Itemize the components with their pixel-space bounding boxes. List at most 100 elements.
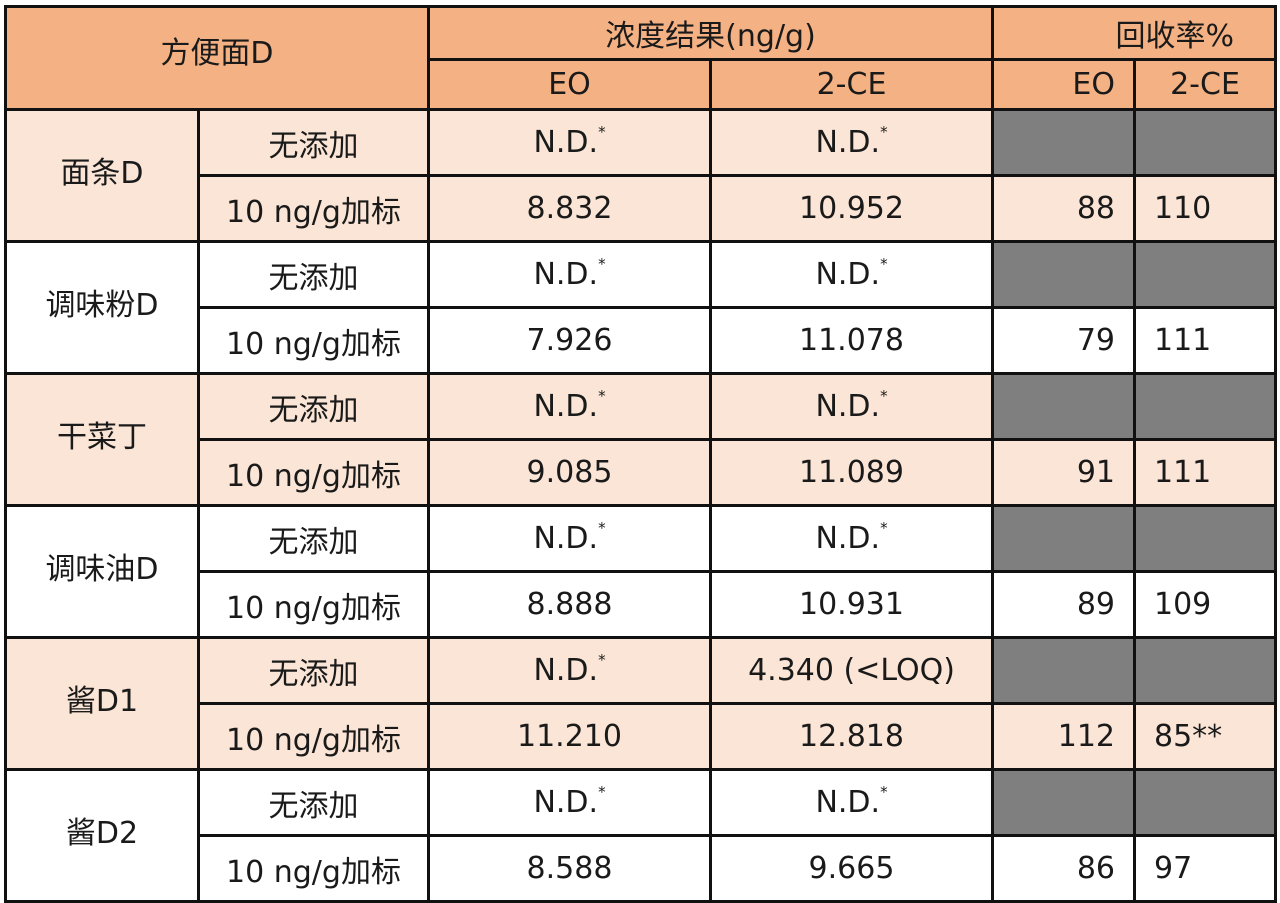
rec-eo-empty-cell <box>991 372 1136 441</box>
rec-eo-cell: 86 <box>991 834 1136 903</box>
conc-2ce-cell: 10.931 <box>709 570 994 639</box>
table-row: 10 ng/g加标 11.210 12.818 112 85** <box>6 702 1277 771</box>
rec-2ce-cell: 97 <box>1133 834 1277 903</box>
value-text: 4.340 (<LOQ) <box>748 653 955 688</box>
value-text: N.D. <box>533 125 599 160</box>
conc-2ce-cell: 4.340 (<LOQ) <box>709 636 994 705</box>
footnote-mark: * <box>880 519 888 537</box>
rec-eo-empty-cell <box>991 240 1136 309</box>
conc-eo-cell: N.D.* <box>427 240 712 309</box>
value-text: 11.089 <box>799 455 904 490</box>
value-text: N.D. <box>815 389 881 424</box>
condition-cell: 无添加 <box>197 504 430 573</box>
condition-cell: 无添加 <box>197 768 430 837</box>
sample-name: 干菜丁 <box>4 372 200 507</box>
rec-2ce-cell: 110 <box>1133 174 1277 243</box>
value-text: 9.085 <box>526 455 613 490</box>
value-text: N.D. <box>815 521 881 556</box>
results-table-body: 方便面D 浓度结果(ng/g) 回收率% EO 2-CE EO 2-CE 面条D… <box>4 5 1277 903</box>
table-row: 10 ng/g加标 8.888 10.931 89 109 <box>6 570 1277 639</box>
rec-2ce-empty-cell <box>1133 108 1277 177</box>
value-text: 11.210 <box>517 719 622 754</box>
sample-name: 调味粉D <box>4 240 200 375</box>
rec-eo-cell: 112 <box>991 702 1136 771</box>
header-row-top: 方便面D 浓度结果(ng/g) 回收率% <box>4 5 1277 111</box>
results-table: 方便面D 浓度结果(ng/g) 回收率% EO 2-CE EO 2-CE 面条D… <box>4 5 1277 903</box>
sample-name: 调味油D <box>4 504 200 639</box>
conc-eo-cell: N.D.* <box>427 372 712 441</box>
conc-2ce-cell: N.D.* <box>709 768 994 837</box>
conc-eo-header: EO <box>427 58 712 111</box>
value-text: N.D. <box>533 389 599 424</box>
footnote-mark: * <box>880 783 888 801</box>
conc-2ce-cell: 9.665 <box>709 834 994 903</box>
table-row: 10 ng/g加标 9.085 11.089 91 111 <box>6 438 1277 507</box>
conc-2ce-cell: 12.818 <box>709 702 994 771</box>
conc-eo-cell: N.D.* <box>427 504 712 573</box>
rec-2ce-empty-cell <box>1133 240 1277 309</box>
conc-2ce-cell: N.D.* <box>709 504 994 573</box>
rec-2ce-header: 2-CE <box>1133 58 1277 111</box>
product-header: 方便面D <box>4 5 430 111</box>
conc-eo-cell: 8.588 <box>427 834 712 903</box>
value-text: N.D. <box>815 785 881 820</box>
value-text: N.D. <box>533 521 599 556</box>
conc-eo-cell: N.D.* <box>427 108 712 177</box>
conc-eo-cell: N.D.* <box>427 636 712 705</box>
sample-name: 酱D1 <box>4 636 200 771</box>
table-row: 酱D1 无添加 N.D.* 4.340 (<LOQ) <box>4 636 1277 771</box>
concentration-header: 浓度结果(ng/g) <box>427 5 994 61</box>
conc-eo-cell: 8.888 <box>427 570 712 639</box>
condition-cell: 无添加 <box>197 372 430 441</box>
rec-2ce-empty-cell <box>1133 768 1277 837</box>
rec-eo-cell: 79 <box>991 306 1136 375</box>
conc-eo-cell: 7.926 <box>427 306 712 375</box>
value-text: 10.931 <box>799 587 904 622</box>
rec-2ce-cell: 85** <box>1133 702 1277 771</box>
conc-2ce-header: 2-CE <box>709 58 994 111</box>
rec-2ce-empty-cell <box>1133 504 1277 573</box>
footnote-mark: * <box>598 519 606 537</box>
value-text: 12.818 <box>799 719 904 754</box>
sample-name: 面条D <box>4 108 200 243</box>
rec-eo-empty-cell <box>991 768 1136 837</box>
condition-cell: 10 ng/g加标 <box>197 570 430 639</box>
table-row: 酱D2 无添加 N.D.* N.D.* <box>4 768 1277 903</box>
value-text: N.D. <box>533 785 599 820</box>
value-text: 7.926 <box>526 323 613 358</box>
conc-2ce-cell: 11.089 <box>709 438 994 507</box>
recovery-header: 回收率% <box>991 5 1277 61</box>
conc-eo-cell: 9.085 <box>427 438 712 507</box>
conc-2ce-cell: N.D.* <box>709 240 994 309</box>
table-row: 干菜丁 无添加 N.D.* N.D.* <box>4 372 1277 507</box>
rec-eo-empty-cell <box>991 636 1136 705</box>
table-row: 调味油D 无添加 N.D.* N.D.* <box>4 504 1277 639</box>
rec-2ce-cell: 111 <box>1133 306 1277 375</box>
value-text: 8.888 <box>526 587 613 622</box>
value-text: N.D. <box>815 125 881 160</box>
conc-2ce-cell: 11.078 <box>709 306 994 375</box>
table-row: 10 ng/g加标 8.832 10.952 88 110 <box>6 174 1277 243</box>
rec-eo-header: EO <box>991 58 1136 111</box>
condition-cell: 无添加 <box>197 240 430 309</box>
value-text: N.D. <box>533 653 599 688</box>
value-text: 10.952 <box>799 191 904 226</box>
footnote-mark: * <box>880 255 888 273</box>
rec-eo-empty-cell <box>991 504 1136 573</box>
conc-2ce-cell: N.D.* <box>709 372 994 441</box>
rec-2ce-empty-cell <box>1133 372 1277 441</box>
condition-cell: 无添加 <box>197 108 430 177</box>
rec-eo-cell: 88 <box>991 174 1136 243</box>
conc-eo-cell: 11.210 <box>427 702 712 771</box>
value-text: N.D. <box>533 257 599 292</box>
table-row: 面条D 无添加 N.D.* N.D.* <box>4 108 1277 243</box>
rec-eo-cell: 91 <box>991 438 1136 507</box>
condition-cell: 10 ng/g加标 <box>197 174 430 243</box>
footnote-mark: * <box>880 387 888 405</box>
condition-cell: 10 ng/g加标 <box>197 306 430 375</box>
condition-cell: 无添加 <box>197 636 430 705</box>
condition-cell: 10 ng/g加标 <box>197 702 430 771</box>
condition-cell: 10 ng/g加标 <box>197 834 430 903</box>
value-text: 9.665 <box>808 851 895 886</box>
header-row-sub: EO 2-CE EO 2-CE <box>6 58 1277 111</box>
